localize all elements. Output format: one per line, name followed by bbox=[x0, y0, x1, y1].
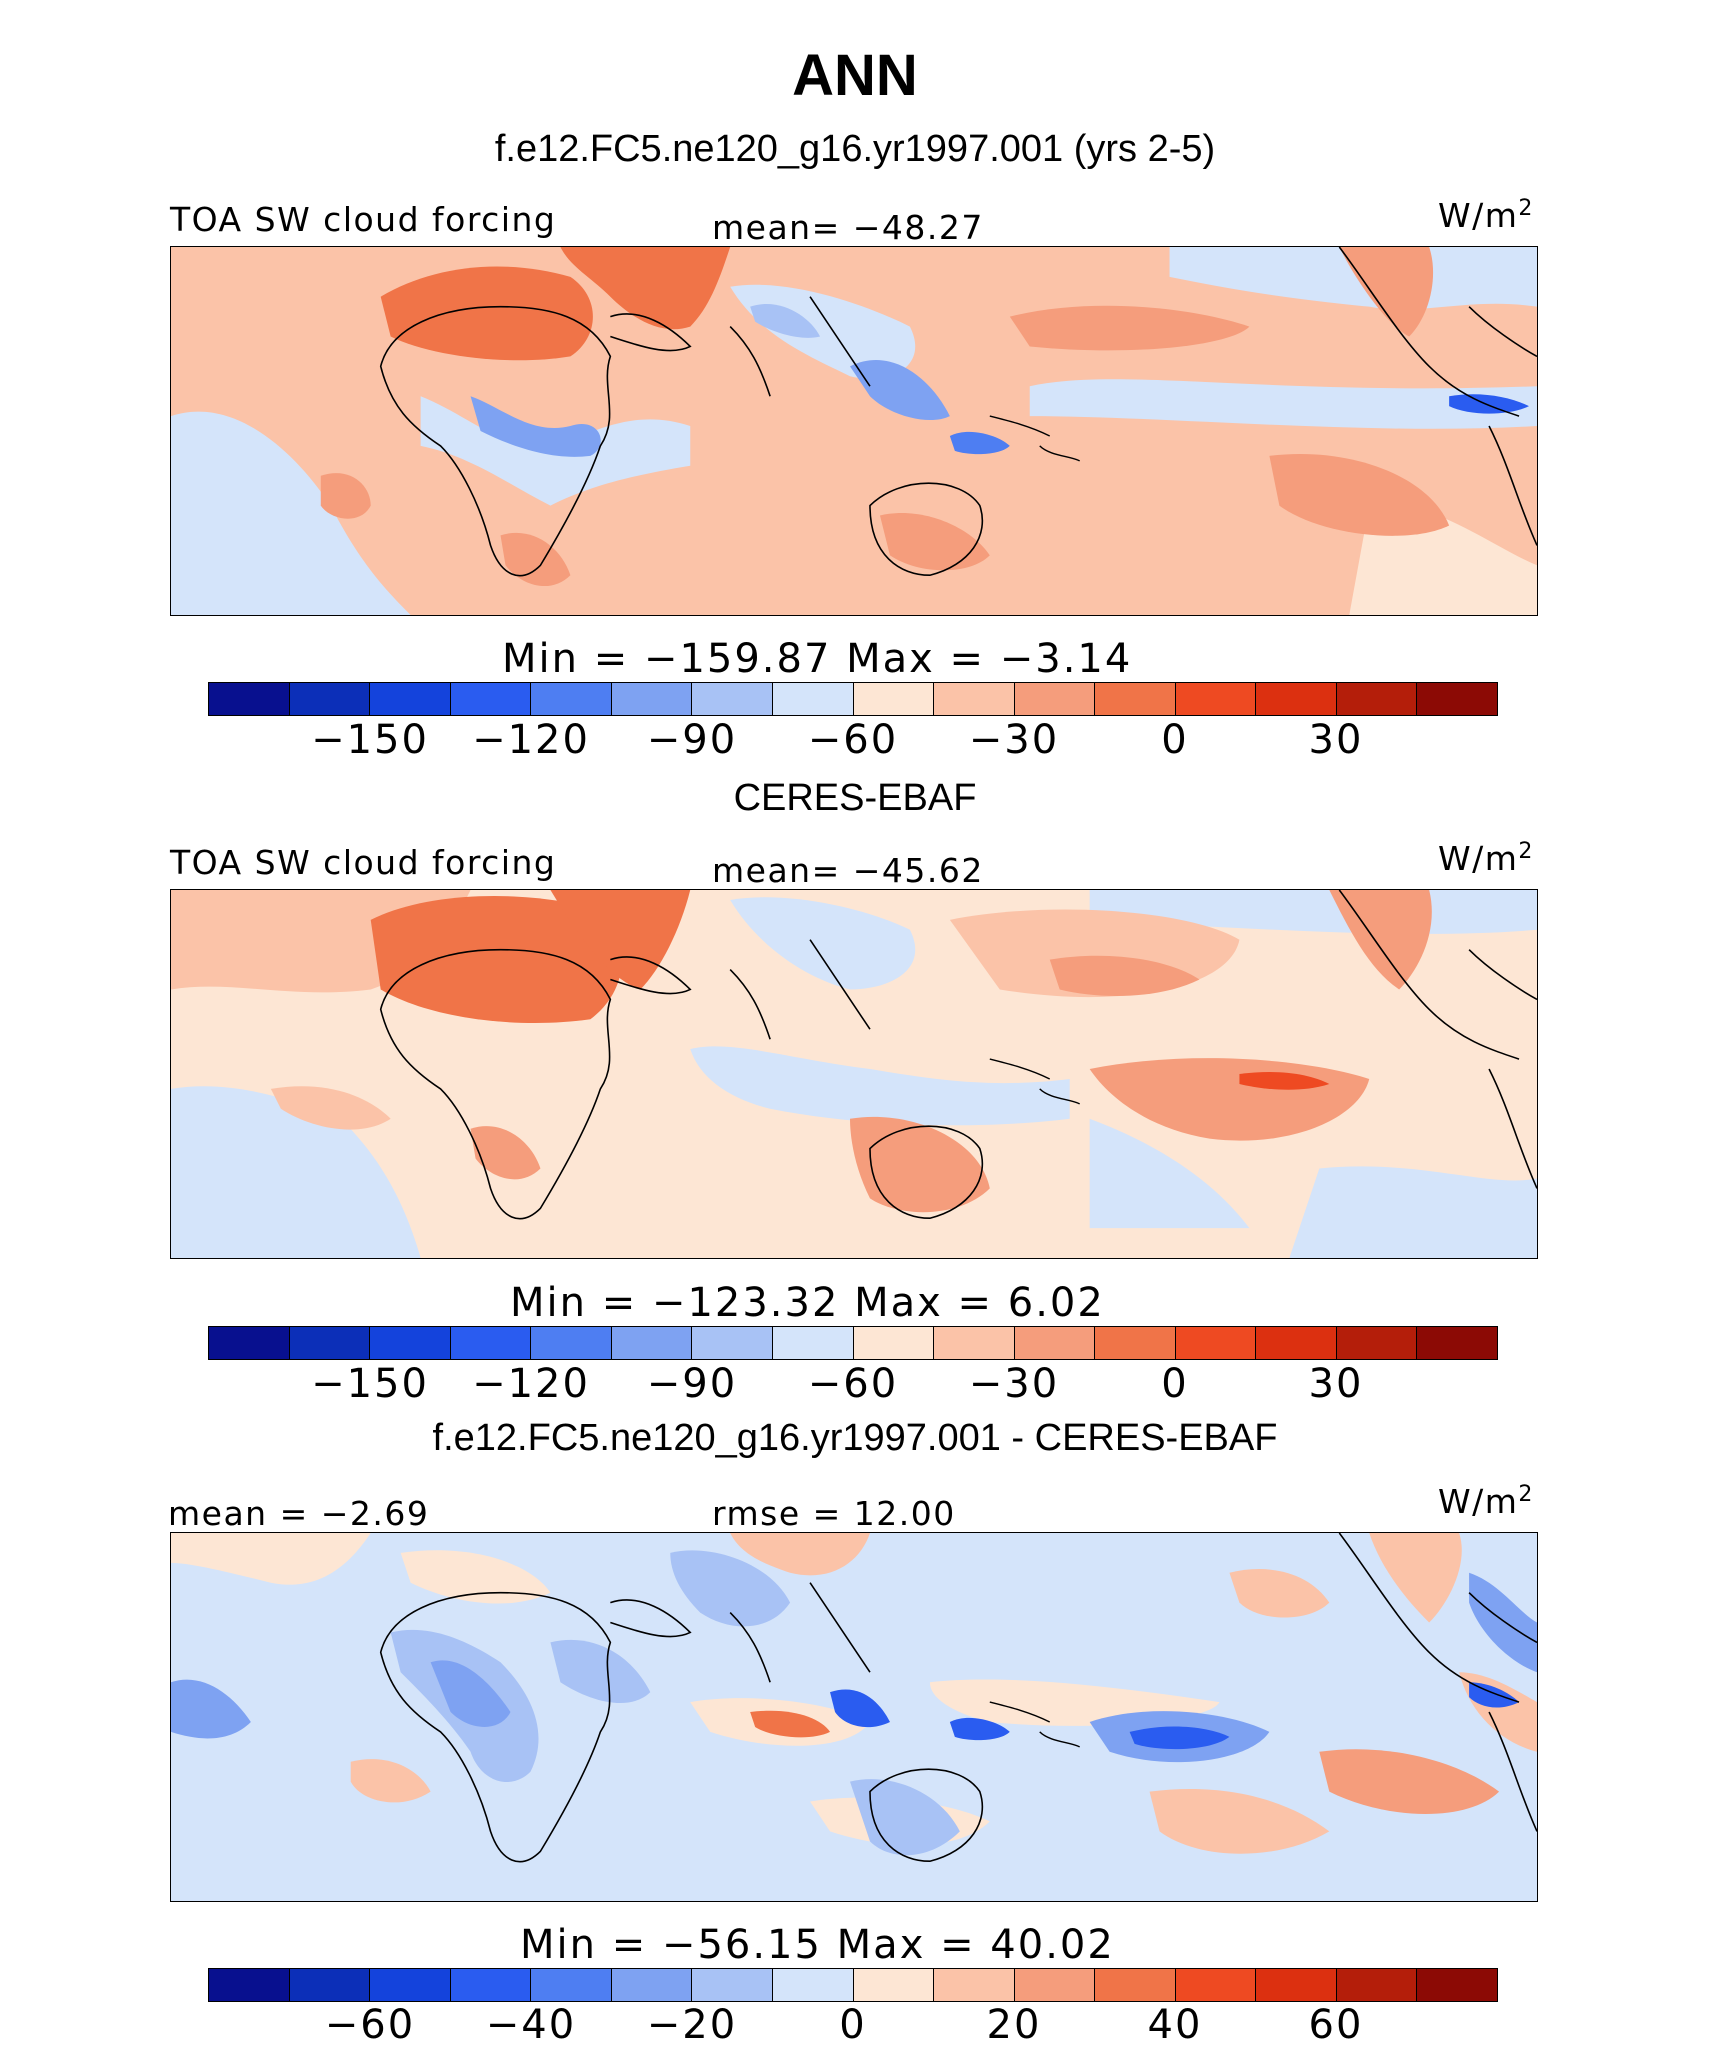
panel-left-label-obs: TOA SW cloud forcing bbox=[170, 843, 557, 882]
colorbar-swatch bbox=[531, 1327, 612, 1359]
minmax-obs: Min = −123.32 Max = 6.02 bbox=[510, 1280, 1105, 1326]
colorbar-tick: 20 bbox=[986, 2002, 1042, 2048]
colorbar-tick: 40 bbox=[1147, 2002, 1203, 2048]
colorbar-swatch bbox=[531, 683, 612, 715]
colorbar-tick: 0 bbox=[1161, 717, 1189, 763]
colorbar-swatch bbox=[934, 1969, 1015, 2001]
colorbar-swatch bbox=[1014, 683, 1096, 715]
colorbar-tick: 0 bbox=[839, 2002, 867, 2048]
panel-mean-model: mean= −48.27 bbox=[712, 208, 984, 247]
colorbar-swatch bbox=[853, 1969, 935, 2001]
colorbar-swatch bbox=[289, 683, 371, 715]
figure-title: ANN bbox=[792, 43, 918, 108]
colorbar-swatch bbox=[1417, 1969, 1497, 2001]
colorbar-swatch bbox=[1095, 1327, 1176, 1359]
colorbar-tick: −30 bbox=[968, 717, 1060, 763]
colorbar-swatch bbox=[853, 683, 935, 715]
colorbar-swatch bbox=[209, 1327, 290, 1359]
colorbar-swatch bbox=[1095, 1969, 1176, 2001]
panel-mean-diff: mean = −2.69 bbox=[168, 1494, 430, 1533]
colorbar-tick: −30 bbox=[968, 1361, 1060, 1407]
colorbar-swatch bbox=[692, 1969, 773, 2001]
colorbar-swatch bbox=[611, 1327, 693, 1359]
colorbar-swatch bbox=[611, 1969, 693, 2001]
colorbar-tick: −150 bbox=[311, 1361, 429, 1407]
colorbar-swatch bbox=[772, 683, 854, 715]
colorbar-swatch bbox=[772, 1327, 854, 1359]
colorbar-tick: 60 bbox=[1308, 2002, 1364, 2048]
colorbar-swatch bbox=[1095, 683, 1176, 715]
panel-rmse-diff: rmse = 12.00 bbox=[712, 1494, 956, 1533]
map-diff bbox=[170, 1532, 1538, 1902]
panel-mean-obs: mean= −45.62 bbox=[712, 851, 984, 890]
colorbar-tick: −20 bbox=[646, 2002, 738, 2048]
colorbar-swatch bbox=[450, 683, 532, 715]
panel-title-model: f.e12.FC5.ne120_g16.yr1997.001 (yrs 2-5) bbox=[494, 128, 1216, 170]
colorbar-tick: 30 bbox=[1308, 717, 1364, 763]
colorbar-tick: −120 bbox=[472, 1361, 590, 1407]
map-model bbox=[170, 246, 1538, 616]
minmax-diff: Min = −56.15 Max = 40.02 bbox=[520, 1922, 1115, 1968]
colorbar-swatch bbox=[692, 683, 773, 715]
colorbar-swatch bbox=[370, 1969, 451, 2001]
minmax-model: Min = −159.87 Max = −3.14 bbox=[502, 636, 1133, 682]
colorbar-swatch bbox=[1175, 683, 1257, 715]
colorbar-tick: −150 bbox=[311, 717, 429, 763]
colorbar-swatch bbox=[1014, 1969, 1096, 2001]
colorbar-swatch bbox=[611, 683, 693, 715]
colorbar-diff bbox=[208, 1968, 1498, 2002]
colorbar-swatch bbox=[1256, 683, 1337, 715]
colorbar-swatch bbox=[531, 1969, 612, 2001]
panel-units-diff: W/m2 bbox=[1438, 1482, 1534, 1521]
colorbar-swatch bbox=[1336, 1969, 1418, 2001]
map-obs bbox=[170, 889, 1538, 1259]
colorbar-swatch bbox=[209, 1969, 290, 2001]
colorbar-swatch bbox=[1336, 1327, 1418, 1359]
colorbar-swatch bbox=[1175, 1327, 1257, 1359]
colorbar-swatch bbox=[370, 683, 451, 715]
colorbar-swatch bbox=[1417, 683, 1497, 715]
colorbar-swatch bbox=[692, 1327, 773, 1359]
colorbar-tick: −90 bbox=[646, 717, 738, 763]
colorbar-tick: 0 bbox=[1161, 1361, 1189, 1407]
colorbar-tick: −120 bbox=[472, 717, 590, 763]
colorbar-swatch bbox=[289, 1969, 371, 2001]
colorbar-swatch bbox=[450, 1327, 532, 1359]
colorbar-swatch bbox=[1256, 1327, 1337, 1359]
colorbar-swatch bbox=[1417, 1327, 1497, 1359]
colorbar-swatch bbox=[1336, 683, 1418, 715]
colorbar-swatch bbox=[289, 1327, 371, 1359]
panel-units-model: W/m2 bbox=[1438, 196, 1534, 235]
panel-units-obs: W/m2 bbox=[1438, 839, 1534, 878]
colorbar-swatch bbox=[370, 1327, 451, 1359]
colorbar-swatch bbox=[772, 1969, 854, 2001]
colorbar-swatch bbox=[1175, 1969, 1257, 2001]
panel-left-label-model: TOA SW cloud forcing bbox=[170, 200, 557, 239]
colorbar-swatch bbox=[934, 683, 1015, 715]
colorbar-swatch bbox=[209, 683, 290, 715]
colorbar-tick: −40 bbox=[485, 2002, 577, 2048]
colorbar-swatch bbox=[1014, 1327, 1096, 1359]
colorbar-swatch bbox=[853, 1327, 935, 1359]
panel-title-diff: f.e12.FC5.ne120_g16.yr1997.001 - CERES-E… bbox=[432, 1417, 1278, 1459]
colorbar-tick: −60 bbox=[807, 717, 899, 763]
colorbar-swatch bbox=[934, 1327, 1015, 1359]
colorbar-tick: 30 bbox=[1308, 1361, 1364, 1407]
colorbar-swatch bbox=[450, 1969, 532, 2001]
panel-title-obs: CERES-EBAF bbox=[733, 777, 977, 819]
colorbar-tick: −60 bbox=[324, 2002, 416, 2048]
colorbar-tick: −60 bbox=[807, 1361, 899, 1407]
colorbar-model bbox=[208, 682, 1498, 716]
colorbar-swatch bbox=[1256, 1969, 1337, 2001]
colorbar-obs bbox=[208, 1326, 1498, 1360]
colorbar-tick: −90 bbox=[646, 1361, 738, 1407]
